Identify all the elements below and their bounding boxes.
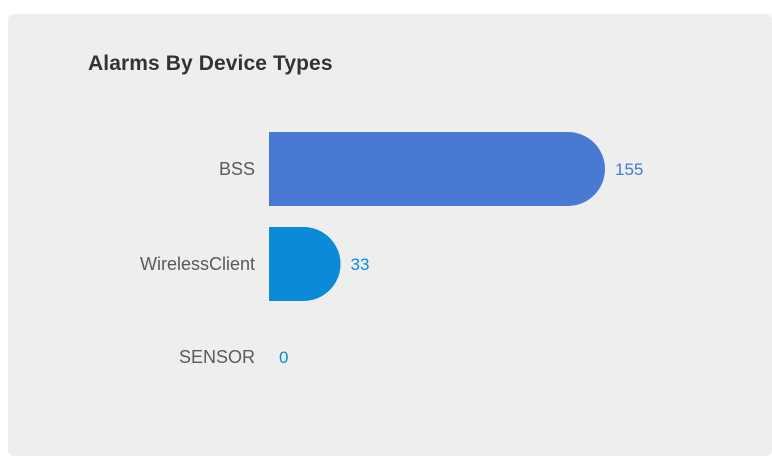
value-label-wirelessclient: 33 — [351, 255, 370, 274]
value-label-bss: 155 — [615, 160, 643, 179]
category-label-bss: BSS — [219, 159, 255, 179]
value-label-sensor: 0 — [279, 348, 288, 367]
bar-bss[interactable] — [269, 132, 605, 206]
category-label-wirelessclient: WirelessClient — [140, 254, 255, 274]
chart-title: Alarms By Device Types — [88, 52, 333, 75]
chart-card: Alarms By Device Types — [8, 14, 772, 456]
bar-wirelessclient[interactable] — [269, 227, 341, 302]
category-label-sensor: SENSOR — [179, 347, 255, 367]
